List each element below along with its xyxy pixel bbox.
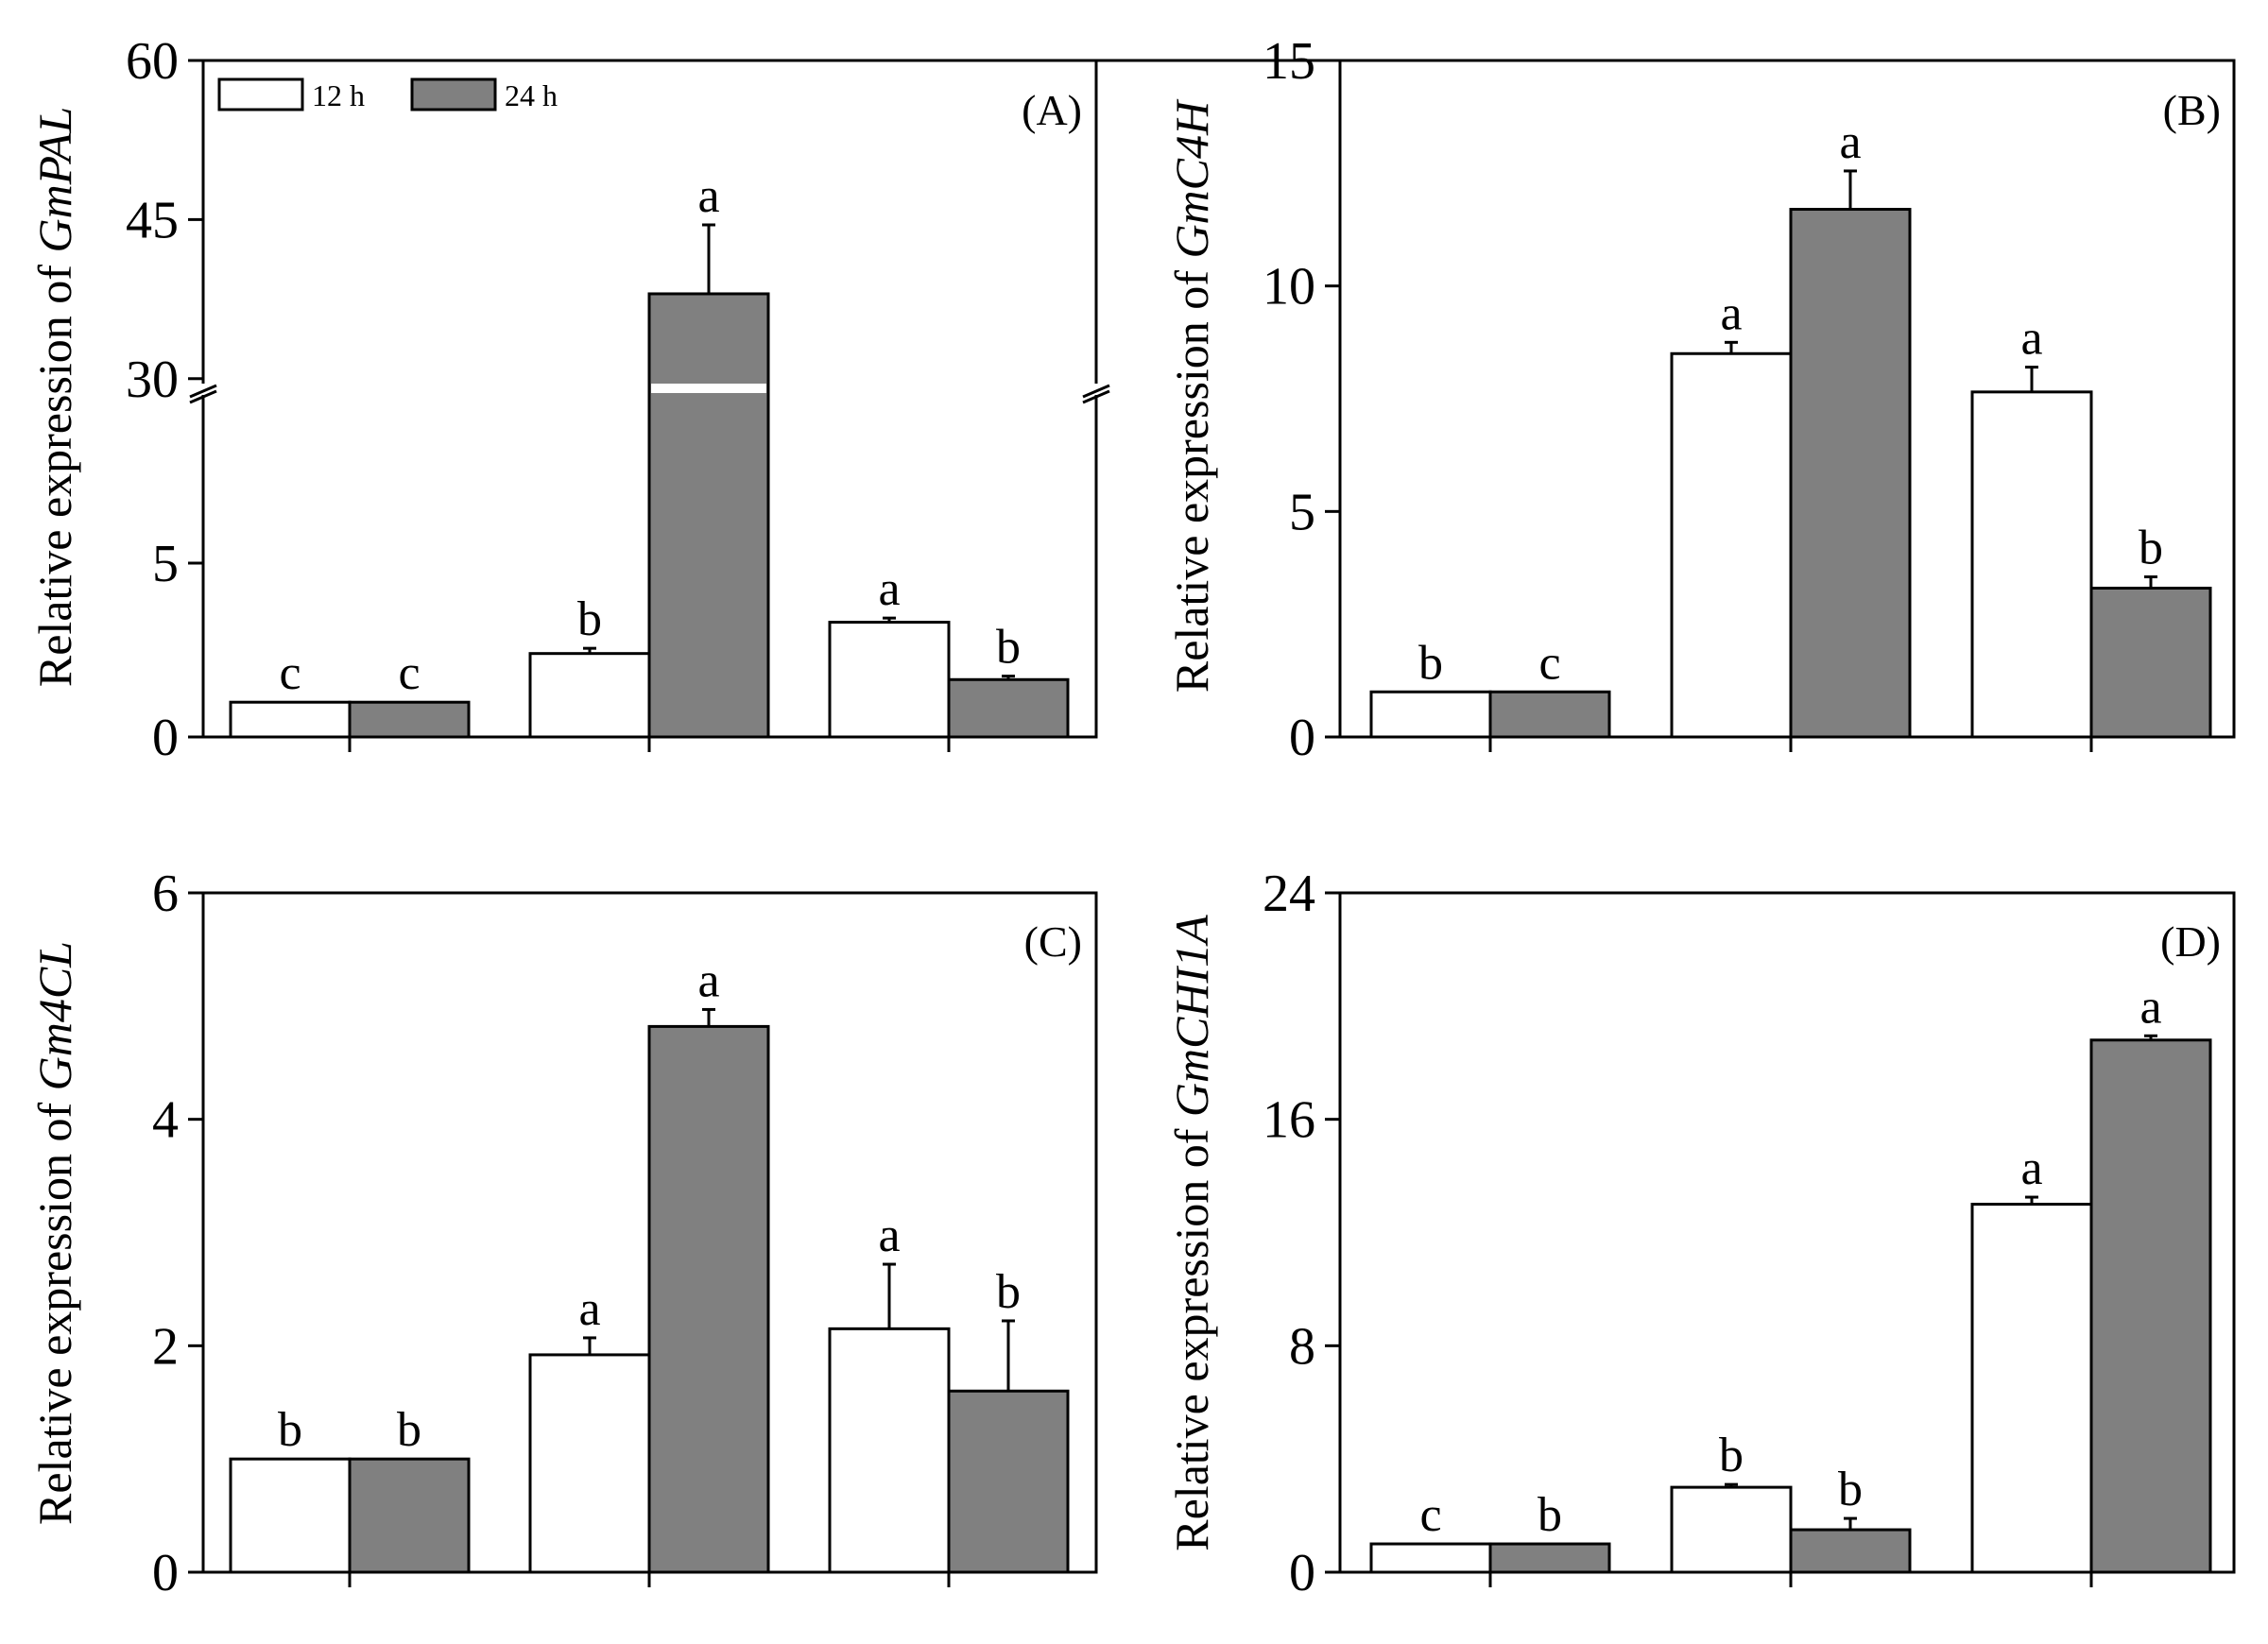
significance-letter: a xyxy=(578,1282,600,1336)
significance-letter: b xyxy=(996,1265,1021,1319)
y-tick-label: 0 xyxy=(1289,709,1315,767)
panel-a-bars: c b a c a b xyxy=(229,169,1070,739)
y-tick-label: 5 xyxy=(1289,483,1315,541)
panel-a-label: (A) xyxy=(1022,86,1082,134)
y-tick-label: 2 xyxy=(152,1317,179,1376)
y-tick-label: 0 xyxy=(152,1544,179,1602)
panel-c-ylabel: Relative expression of Gm4CL xyxy=(28,941,81,1525)
bar-12h-1 xyxy=(229,700,352,739)
y-tick-label: 45 xyxy=(126,191,179,249)
y-tick-label: 60 xyxy=(126,32,179,91)
bar-24h-2 xyxy=(1789,208,1912,739)
panel-d-ylabel: Relative expression of GmCHI1A xyxy=(1165,915,1218,1551)
panel-d-yticks: 0 8 16 24 xyxy=(1263,865,2093,1602)
panel-b-ylabel: Relative expression of GmC4H xyxy=(1165,98,1218,693)
bar-12h-1 xyxy=(229,1457,352,1574)
significance-letter: b xyxy=(278,1403,302,1457)
bar-12h-2 xyxy=(1670,351,1793,739)
legend-label-24h: 24 h xyxy=(505,78,558,112)
significance-letter: b xyxy=(1538,1488,1562,1542)
significance-letter: a xyxy=(2139,980,2161,1034)
bar-12h-2 xyxy=(1670,1485,1793,1574)
significance-letter: b xyxy=(397,1403,421,1457)
panel-b-bars: b a a c a b xyxy=(1369,115,2212,739)
panel-b-label: (B) xyxy=(2163,86,2221,134)
significance-letter: c xyxy=(1419,1488,1441,1542)
bar-24h-2 xyxy=(647,1024,770,1574)
bar-12h-1 xyxy=(1369,1542,1492,1574)
significance-letter: b xyxy=(577,592,602,646)
bar-break-gap xyxy=(651,384,766,393)
bar-24h-1 xyxy=(1488,690,1611,739)
panel-d-label: (D) xyxy=(2160,917,2221,966)
bar-24h-1 xyxy=(348,1457,471,1574)
bar-12h-2 xyxy=(528,652,651,739)
bar-24h-3 xyxy=(947,1389,1070,1574)
bar-12h-3 xyxy=(828,1327,951,1574)
significance-letter: a xyxy=(697,953,719,1007)
significance-letter: a xyxy=(2020,1141,2042,1195)
bar-24h-1 xyxy=(1488,1542,1611,1574)
axis-break-mark xyxy=(1082,384,1110,399)
axis-break-gap xyxy=(1083,384,1109,395)
significance-letter: a xyxy=(1839,115,1861,169)
significance-letter: b xyxy=(1838,1463,1863,1516)
significance-letter: b xyxy=(1719,1429,1744,1482)
bar-12h-3 xyxy=(1970,390,2093,739)
bar-12h-3 xyxy=(828,621,951,739)
bar-24h-3 xyxy=(2089,1038,2212,1574)
panel-a-yticks: 0 5 30 45 60 xyxy=(126,32,1110,767)
bar-24h-2 xyxy=(1789,1528,1912,1574)
bar-24h-3 xyxy=(947,677,1070,739)
y-tick-label: 0 xyxy=(152,709,179,767)
significance-letter: a xyxy=(878,562,900,616)
y-tick-label: 30 xyxy=(126,351,179,409)
significance-letter: b xyxy=(996,621,1021,675)
bar-24h-3 xyxy=(2089,586,2212,739)
y-tick-label: 16 xyxy=(1263,1091,1315,1150)
y-tick-label: 24 xyxy=(1263,865,1315,923)
panel-d-bars: c b a b b a xyxy=(1369,980,2212,1574)
panel-a-ylabel: Relative expression of GmPAL xyxy=(28,107,81,687)
panel-c-bars: b a a b a b xyxy=(229,953,1070,1574)
y-tick-label: 4 xyxy=(152,1091,179,1150)
significance-letter: b xyxy=(1418,636,1443,690)
chart-panel-c: 0 2 4 6 b a a b a b Relative expression of Gm4CL… xyxy=(28,865,1098,1602)
legend-label-12h: 12 h xyxy=(312,78,365,112)
legend: 12 h 24 h xyxy=(217,77,558,112)
bar-12h-3 xyxy=(1970,1203,2093,1574)
axis-break-mark xyxy=(189,384,217,399)
panel-c-label: (C) xyxy=(1024,917,1082,966)
y-tick-label: 0 xyxy=(1289,1544,1315,1602)
y-tick-label: 15 xyxy=(1263,32,1315,91)
chart-panel-d: 0 8 16 24 c b a b b a Relative expression of GmC… xyxy=(1165,865,2236,1602)
significance-letter: b xyxy=(2139,522,2163,575)
axis-break-gap xyxy=(190,384,216,395)
legend-swatch-12h xyxy=(217,77,304,111)
significance-letter: a xyxy=(697,169,719,223)
panel-b-yticks: 0 5 10 15 xyxy=(1263,32,2093,767)
chart-panel-a: 0 5 30 45 60 c b a c a b Relative expression of G… xyxy=(28,32,2164,767)
significance-letter: c xyxy=(398,646,420,700)
axis-break-mark xyxy=(1082,389,1110,404)
panel-c-yticks: 0 2 4 6 xyxy=(152,865,951,1602)
bar-24h-2 xyxy=(647,292,770,739)
axis-break-mark xyxy=(189,389,217,404)
significance-letter: a xyxy=(878,1208,900,1262)
significance-letter: a xyxy=(1720,286,1742,340)
bar-12h-1 xyxy=(1369,690,1492,739)
legend-swatch-24h xyxy=(410,77,497,111)
significance-letter: a xyxy=(2020,312,2042,366)
y-tick-label: 10 xyxy=(1263,258,1315,317)
chart-panel-b: 0 5 10 15 b a a c a b Relative expression of GmC… xyxy=(1165,32,2236,767)
y-tick-label: 8 xyxy=(1289,1317,1315,1376)
y-tick-label: 5 xyxy=(152,535,179,593)
significance-letter: c xyxy=(279,646,301,700)
bar-24h-1 xyxy=(348,700,471,739)
y-tick-label: 6 xyxy=(152,865,179,923)
bar-12h-2 xyxy=(528,1353,651,1574)
significance-letter: c xyxy=(1538,636,1560,690)
